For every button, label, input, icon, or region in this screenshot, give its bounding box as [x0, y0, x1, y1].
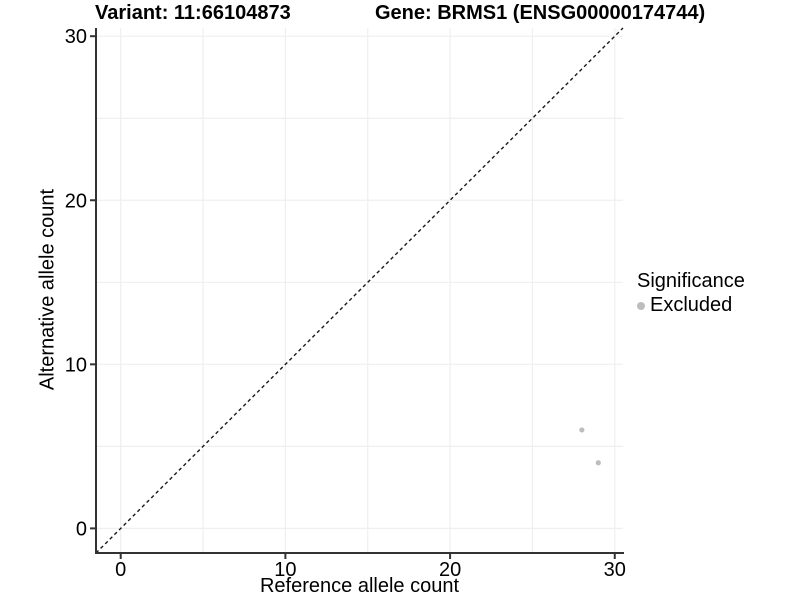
legend-item-excluded: Excluded	[637, 294, 745, 317]
x-tick-label: 20	[439, 559, 461, 581]
variant-title: Variant: 11:66104873	[95, 2, 291, 24]
data-point	[595, 460, 601, 466]
legend-title: Significance	[637, 270, 745, 292]
legend: Significance Excluded	[637, 270, 745, 317]
y-tick-label: 10	[65, 354, 87, 376]
y-tick-label: 30	[65, 26, 87, 48]
x-tick-label: 30	[604, 559, 626, 581]
identity-reference-line	[95, 27, 624, 554]
x-axis-label: Reference allele count	[259, 575, 459, 597]
y-tick-label: 20	[65, 190, 87, 212]
gene-title: Gene: BRMS1 (ENSG00000174744)	[375, 2, 706, 24]
y-axis-label: Alternative allele count	[36, 188, 59, 391]
y-tick-label: 0	[76, 518, 87, 540]
x-tick-label: 10	[274, 559, 296, 581]
x-tick-label: 0	[115, 559, 126, 581]
legend-item-label: Excluded	[650, 294, 733, 316]
data-point	[579, 427, 585, 433]
legend-point-icon	[637, 301, 645, 310]
